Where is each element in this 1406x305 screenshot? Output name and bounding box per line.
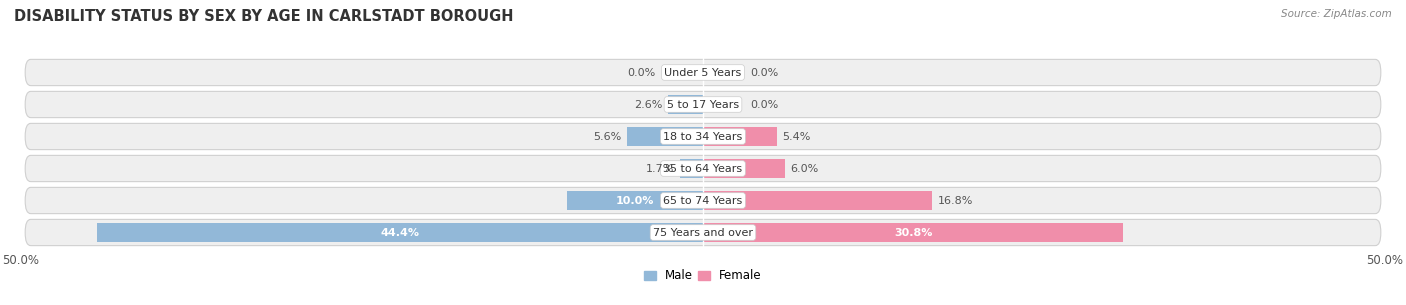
Text: 5 to 17 Years: 5 to 17 Years (666, 99, 740, 109)
Text: 18 to 34 Years: 18 to 34 Years (664, 131, 742, 142)
Bar (668, 95, 703, 114)
Text: 5.4%: 5.4% (782, 131, 810, 142)
Bar (681, 159, 703, 178)
Bar (703, 159, 785, 178)
Legend: Male, Female: Male, Female (640, 265, 766, 287)
Text: 30.8%: 30.8% (894, 228, 932, 238)
FancyBboxPatch shape (25, 124, 1381, 150)
Text: 2.6%: 2.6% (634, 99, 662, 109)
Bar (567, 191, 703, 210)
Text: 1.7%: 1.7% (645, 163, 675, 174)
Text: 0.0%: 0.0% (751, 99, 779, 109)
FancyBboxPatch shape (25, 92, 1381, 118)
Text: Source: ZipAtlas.com: Source: ZipAtlas.com (1281, 9, 1392, 19)
FancyBboxPatch shape (25, 59, 1381, 86)
Bar (703, 127, 776, 146)
Text: 65 to 74 Years: 65 to 74 Years (664, 196, 742, 206)
Text: 0.0%: 0.0% (751, 67, 779, 77)
Bar (97, 223, 703, 242)
Text: 75 Years and over: 75 Years and over (652, 228, 754, 238)
Bar (703, 223, 1123, 242)
Text: 16.8%: 16.8% (938, 196, 973, 206)
Bar (627, 127, 703, 146)
Text: 0.0%: 0.0% (627, 67, 655, 77)
Text: 5.6%: 5.6% (593, 131, 621, 142)
FancyBboxPatch shape (25, 219, 1381, 246)
Text: 35 to 64 Years: 35 to 64 Years (664, 163, 742, 174)
Text: 44.4%: 44.4% (381, 228, 420, 238)
Text: 6.0%: 6.0% (790, 163, 818, 174)
Text: Under 5 Years: Under 5 Years (665, 67, 741, 77)
FancyBboxPatch shape (25, 155, 1381, 181)
Text: 10.0%: 10.0% (616, 196, 654, 206)
FancyBboxPatch shape (25, 187, 1381, 214)
Text: DISABILITY STATUS BY SEX BY AGE IN CARLSTADT BOROUGH: DISABILITY STATUS BY SEX BY AGE IN CARLS… (14, 9, 513, 24)
Bar (703, 191, 932, 210)
